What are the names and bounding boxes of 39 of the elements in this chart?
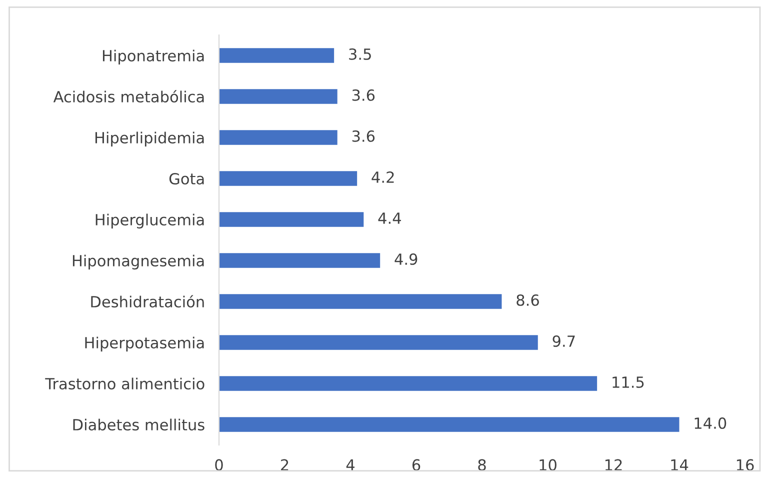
y-tick-label: Hiperpotasemia (85, 336, 204, 352)
data-label: 3.5 (349, 48, 371, 60)
y-tick-label: Acidosis metabólica (53, 90, 204, 103)
data-label: 4.2 (372, 171, 394, 183)
x-tick-label: 10 (540, 459, 556, 471)
data-label: 4.9 (394, 253, 418, 265)
bar (219, 417, 680, 432)
y-tick-label: Gota (169, 172, 204, 185)
x-tick-label: 4 (346, 459, 355, 470)
x-tick-label: 16 (736, 459, 754, 471)
data-label: 14.0 (694, 417, 726, 429)
bar (219, 294, 502, 309)
y-tick-label: Hiperlipidemia (95, 132, 204, 146)
data-label: 9.7 (552, 335, 575, 347)
x-tick-label: 8 (478, 459, 486, 471)
x-tick-label: 6 (412, 459, 420, 471)
bar (219, 335, 538, 350)
bar (219, 89, 338, 104)
x-tick-label: 0 (215, 459, 223, 471)
x-tick-label: 14 (671, 459, 688, 470)
data-label: 11.5 (612, 376, 644, 388)
bar (219, 130, 338, 145)
y-tick-label: Deshidratación (91, 295, 204, 308)
data-label: 8.6 (516, 294, 539, 306)
bar (219, 253, 380, 268)
data-label: 3.6 (352, 130, 375, 142)
y-tick-label: Hiponatremia (102, 50, 204, 64)
y-tick-label: Hipomagnesemia (72, 254, 204, 270)
x-tick-label: 12 (605, 459, 622, 470)
bar (219, 376, 598, 391)
data-label: 3.6 (352, 89, 375, 101)
y-tick-label: Trastorno alimenticio (45, 378, 204, 390)
bar (219, 171, 358, 186)
y-tick-label: Hiperglucemia (96, 214, 204, 228)
bar (219, 48, 334, 63)
x-tick-label: 2 (281, 459, 288, 470)
data-label: 4.4 (378, 212, 401, 224)
y-tick-label: Diabetes mellitus (73, 418, 204, 431)
bar (219, 212, 364, 227)
